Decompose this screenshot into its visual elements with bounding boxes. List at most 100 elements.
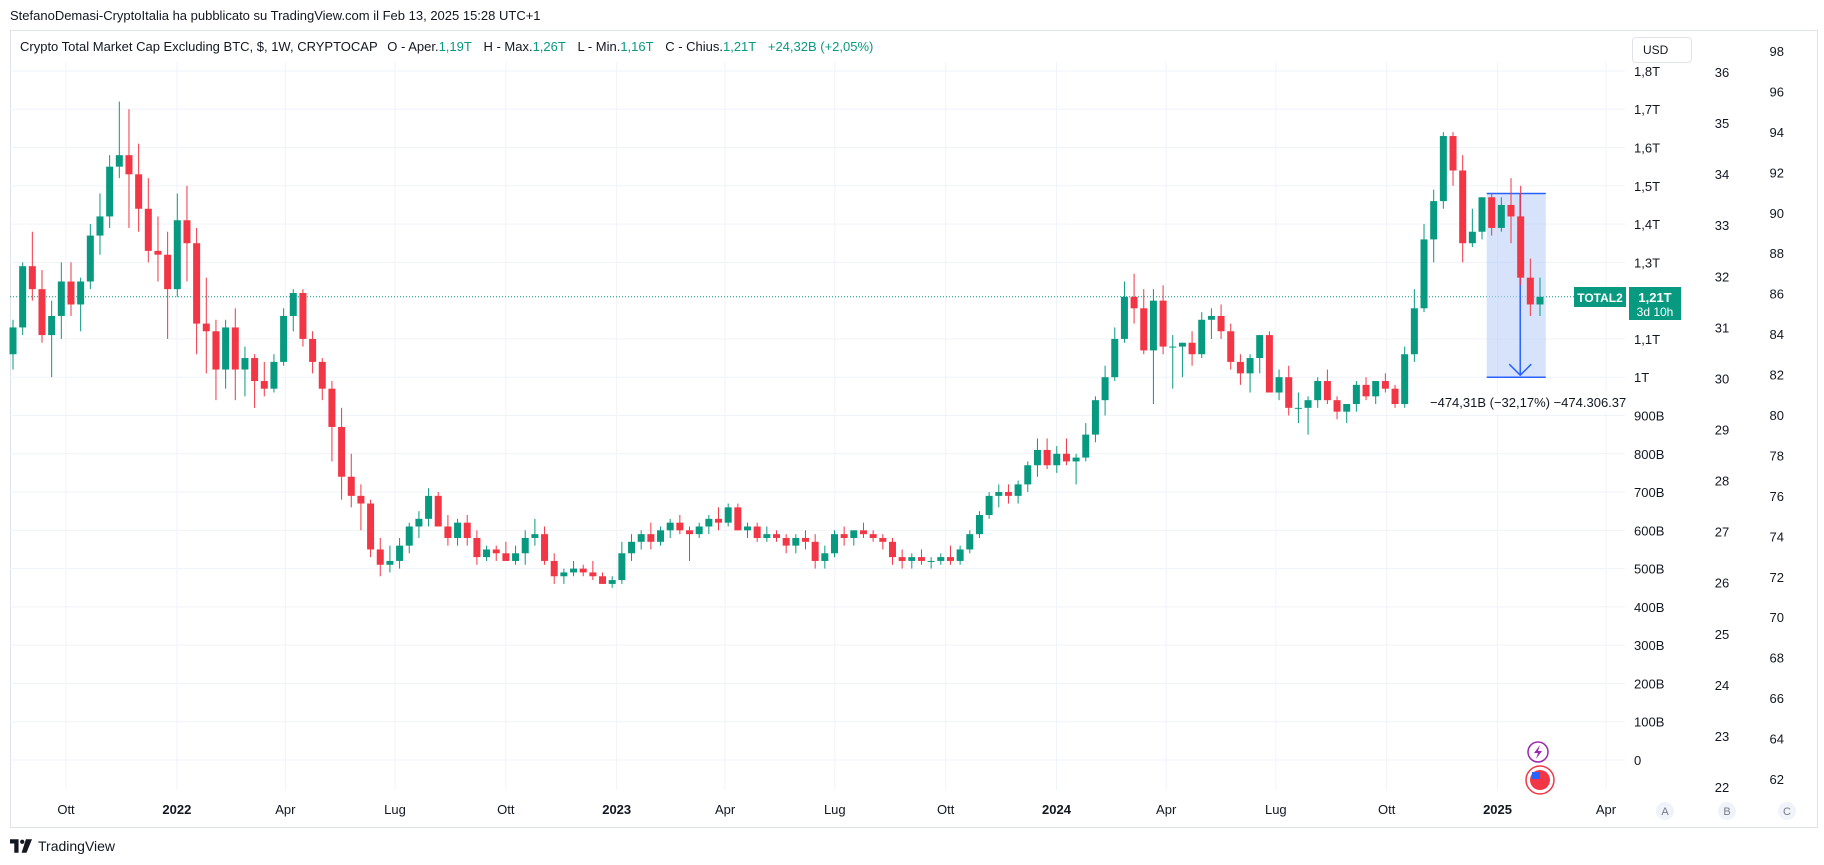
price-tick-label: 1,5T (1634, 179, 1660, 194)
candle-body (1497, 204, 1505, 228)
lightning-icon (1534, 745, 1542, 759)
time-tick-label: 2023 (602, 802, 631, 817)
candle-body (705, 518, 713, 527)
candle-body (280, 315, 288, 362)
scale-buttons: A B C (1656, 802, 1796, 820)
last-price-tag: TOTAL2 1,21T 3d 10h (1574, 287, 1681, 320)
time-tick-label: Apr (1156, 802, 1177, 817)
high-label: H - Max. (483, 39, 533, 54)
candle-body (773, 534, 780, 538)
candle-body (251, 358, 259, 382)
left-scale-tick: 35 (1715, 116, 1729, 131)
tradingview-brand[interactable]: TradingView (38, 838, 116, 854)
candle-body (1285, 377, 1293, 408)
candle-body (1526, 277, 1534, 305)
candle-body (328, 388, 336, 427)
candle-body (927, 560, 935, 562)
candle-body (222, 327, 230, 370)
candle-body (995, 492, 1003, 496)
symbol-description: Crypto Total Market Cap Excluding BTC, $… (20, 39, 378, 54)
candle-body (715, 518, 723, 523)
candle-body (1072, 457, 1080, 462)
candle-body (183, 220, 191, 244)
candle-body (657, 530, 665, 542)
candle-body (1459, 170, 1467, 244)
secondary-scale-left: 22 23 24 25 26 27 28 29 30 31 32 33 34 35 36 (1715, 65, 1729, 795)
candle-body (956, 549, 964, 561)
price-tag-bg (1629, 287, 1681, 320)
left-scale-tick: 26 (1715, 576, 1729, 591)
candle-body (830, 534, 838, 554)
right-scale-tick: 74 (1770, 529, 1784, 544)
candle-body (1391, 388, 1399, 404)
candle-body (1207, 315, 1215, 320)
time-tick-label: Lug (384, 802, 406, 817)
candle-body (483, 549, 491, 558)
right-scale-tick: 66 (1770, 691, 1784, 706)
left-scale-tick: 36 (1715, 65, 1729, 80)
candle-body (1536, 296, 1544, 305)
measure-label: −474,31B (−32,17%) −474.306.37 (1430, 395, 1626, 410)
candle-body (1062, 453, 1070, 462)
candle-body (1130, 296, 1138, 309)
candle-body (676, 522, 684, 531)
candle-body (77, 281, 85, 305)
time-tick-label: Ott (57, 802, 75, 817)
candle-body (850, 530, 858, 538)
candle-body (96, 216, 104, 236)
scale-button-b[interactable] (1718, 802, 1736, 820)
candle-body (57, 281, 65, 316)
candle-body (1217, 315, 1225, 332)
price-tick-label: 500B (1634, 562, 1664, 577)
right-scale-tick: 82 (1770, 368, 1784, 383)
candle-body (492, 549, 500, 554)
price-tick-label: 1,4T (1634, 217, 1660, 232)
candle-body (917, 557, 925, 561)
candle-body (289, 292, 297, 316)
scale-button-a[interactable] (1656, 802, 1674, 820)
candle-body (376, 549, 384, 565)
left-scale-tick: 31 (1715, 320, 1729, 335)
tradingview-logo-icon (10, 839, 32, 853)
currency-button[interactable]: USD (1632, 37, 1692, 63)
right-scale-tick: 98 (1770, 44, 1784, 59)
right-scale-tick: 86 (1770, 287, 1784, 302)
candle-body (744, 526, 752, 531)
candle-body (396, 545, 404, 561)
scale-button-c[interactable] (1778, 802, 1796, 820)
candle-body (367, 503, 375, 550)
candle-body (1372, 381, 1380, 397)
candle-body (270, 361, 278, 389)
price-tick-label: 800B (1634, 447, 1664, 462)
price-tick-label: 200B (1634, 676, 1664, 691)
candle-body (473, 537, 481, 558)
candle-body (28, 266, 36, 290)
close-label: C - Chius. (665, 39, 723, 54)
candle-body (579, 568, 587, 573)
candle-body (801, 537, 809, 542)
candle-body (202, 323, 210, 332)
candle-body (454, 522, 462, 538)
right-scale-tick: 84 (1770, 327, 1784, 342)
price-tag-countdown: 3d 10h (1637, 305, 1674, 319)
candle-body (164, 254, 172, 290)
scale-button-label: C (1783, 806, 1791, 818)
candle-body (19, 266, 27, 328)
price-tick-label: 1,8T (1634, 64, 1660, 79)
candle-body (1304, 400, 1312, 408)
candle-body (686, 530, 694, 535)
symbol-legend: Crypto Total Market Cap Excluding BTC, $… (20, 39, 881, 54)
candle-body (975, 515, 983, 535)
left-scale-tick: 30 (1715, 371, 1729, 386)
candle-body (541, 534, 549, 561)
right-scale-tick: 92 (1770, 165, 1784, 180)
measure-area[interactable] (1486, 193, 1546, 378)
candle-body (1033, 449, 1041, 466)
candle-body (599, 576, 607, 584)
right-scale-tick: 70 (1770, 610, 1784, 625)
candle-body (618, 553, 626, 581)
flag-canton (1532, 772, 1540, 779)
left-scale-tick: 29 (1715, 423, 1729, 438)
time-tick-label: Ott (937, 802, 955, 817)
